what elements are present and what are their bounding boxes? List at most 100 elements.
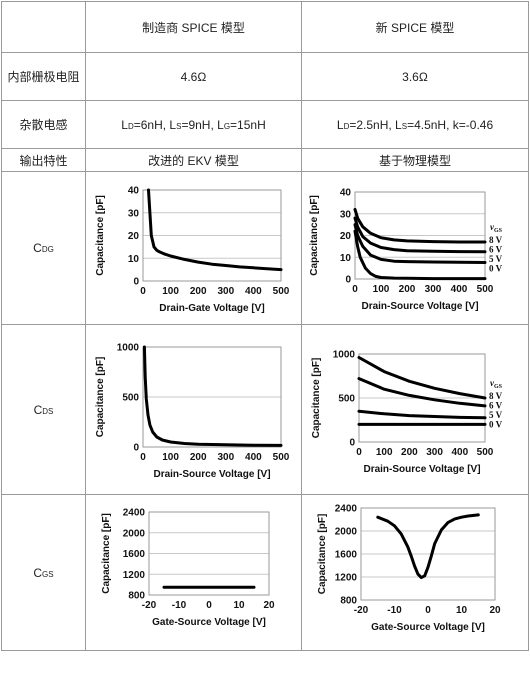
cds-manufacturer-x-axis-label: Drain-Source Voltage [V] (153, 469, 270, 480)
cdg-new-legend-title: vGS (490, 222, 503, 234)
cdg-new-series-line-6-v (353, 216, 487, 254)
stray-inductance-row: 杂散电感 LD=6nH, LS=9nH, LG=15nH LD=2.5nH, L… (1, 100, 529, 149)
cdg-new-y-tick-label: 10 (340, 253, 352, 264)
cds-new-y-tick-label: 1000 (333, 350, 356, 361)
cdg-new-series-line-5-v (353, 223, 487, 264)
cds-manufacturer-x-tick-label: 100 (162, 452, 179, 463)
stray-inductance-label: 杂散电感 (1, 100, 86, 149)
cdg-new-x-axis-label: Drain-Source Voltage [V] (361, 301, 478, 312)
cdg-new-series-line-8-v (353, 207, 487, 244)
gate-resistance-manufacturer: 4.6Ω (85, 52, 302, 101)
cds-manufacturer-x-tick-label: 200 (190, 452, 207, 463)
header-new-model: 新 SPICE 模型 (301, 1, 529, 53)
cds-new-legend-8-v: 8 V (489, 391, 503, 401)
cgs-manufacturer-x-tick-label: -10 (172, 600, 187, 611)
cds-new-x-axis-label: Drain-Source Voltage [V] (363, 464, 480, 475)
cds-new-x-tick-label: 100 (376, 447, 393, 458)
header-row: 制造商 SPICE 模型 新 SPICE 模型 (1, 1, 529, 53)
stray-inductance-new: LD=2.5nH, LS=4.5nH, k=-0.46 (301, 100, 529, 149)
cds-manufacturer-x-tick-label: 0 (140, 452, 146, 463)
cds-new-y-tick-label: 500 (338, 394, 355, 405)
cgs-manufacturer-x-tick-label: 20 (263, 600, 275, 611)
cdg-new-x-tick-label: 100 (373, 284, 390, 295)
cdg-new-x-tick-label: 0 (352, 284, 358, 295)
cdg-new-y-tick-label: 40 (340, 188, 352, 199)
cgs-new-y-tick-label: 2400 (335, 504, 358, 515)
cdg-manufacturer-x-tick-label: 100 (162, 286, 179, 297)
output-characteristic-manufacturer: 改进的 EKV 模型 (85, 148, 302, 172)
output-characteristic-new: 基于物理模型 (301, 148, 529, 172)
cgs-new-x-tick-label: -20 (354, 605, 369, 616)
cds-new-x-tick-label: 500 (477, 447, 494, 458)
cgs-manufacturer-y-tick-label: 2400 (123, 508, 146, 519)
cgs-new-series-line (376, 513, 480, 580)
cdg-manufacturer-x-tick-label: 0 (140, 286, 146, 297)
cds-manufacturer-x-tick-label: 300 (217, 452, 234, 463)
cdg-new-x-tick-label: 400 (451, 284, 468, 295)
cgs-manufacturer-plot-frame (148, 511, 270, 596)
cdg-new-y-tick-label: 30 (340, 209, 352, 220)
cds-new-x-tick-label: 300 (426, 447, 443, 458)
cds-new-series-line-5-v (357, 409, 487, 420)
cdg-new-x-tick-label: 200 (399, 284, 416, 295)
output-characteristic-row: 输出特性 改进的 EKV 模型 基于物理模型 (1, 148, 529, 172)
cgs-manufacturer-y-axis-label: Capacitance [pF] (101, 513, 112, 594)
cds-new-x-tick-label: 0 (356, 447, 362, 458)
gate-resistance-label: 内部栅极电阻 (1, 52, 86, 101)
cds-manufacturer-cell: 0 500 1000 0 100 200 300 400 500 Drain-Source Vol… (85, 324, 302, 495)
cdg-row: CDG 0 10 20 30 40 0 100 200 300 400 500 Drain-Gate … (1, 171, 529, 325)
cdg-new-y-axis-label: Capacitance [pF] (309, 195, 320, 276)
cdg-manufacturer-series-line (147, 188, 283, 272)
cgs-label: CGS (1, 494, 86, 651)
cdg-manufacturer-y-tick-label: 30 (128, 208, 140, 219)
cds-new-x-tick-label: 200 (401, 447, 418, 458)
cgs-manufacturer-y-tick-label: 800 (128, 591, 145, 602)
cgs-new-x-tick-label: -10 (387, 605, 402, 616)
cgs-manufacturer-y-tick-label: 1200 (123, 570, 146, 581)
cds-manufacturer-y-axis-label: Capacitance [pF] (95, 357, 106, 438)
cdg-manufacturer-x-tick-label: 500 (273, 286, 290, 297)
cds-new-cell: 0 500 1000 0 100 200 300 400 500 Drain-Source Vol… (301, 324, 529, 495)
cgs-row: CGS 800 1200 1600 2000 2400 -20 -10 0 10 20 Gate-S… (1, 494, 529, 651)
cdg-new-series-line-0-v (353, 229, 487, 281)
cds-manufacturer-x-tick-label: 400 (245, 452, 262, 463)
cds-row: CDS 0 500 1000 0 100 200 300 400 500 Drain-Source… (1, 324, 529, 495)
cds-new-x-tick-label: 400 (451, 447, 468, 458)
cds-new-series-line-8-v (357, 356, 487, 400)
cdg-manufacturer-x-axis-label: Drain-Gate Voltage [V] (159, 303, 264, 314)
cds-new-legend-6-v: 6 V (489, 401, 503, 411)
header-manufacturer-model: 制造商 SPICE 模型 (85, 1, 302, 53)
cgs-manufacturer-x-tick-label: 10 (233, 600, 245, 611)
cgs-manufacturer-y-tick-label: 1600 (123, 549, 146, 560)
cdg-manufacturer-y-tick-label: 20 (128, 231, 140, 242)
comparison-table: 制造商 SPICE 模型 新 SPICE 模型 内部栅极电阻 4.6Ω 3.6Ω… (1, 1, 529, 651)
cdg-new-x-tick-label: 300 (425, 284, 442, 295)
cgs-new-x-tick-label: 10 (456, 605, 468, 616)
cdg-manufacturer-x-tick-label: 300 (217, 286, 234, 297)
cds-manufacturer-y-tick-label: 0 (133, 443, 139, 454)
cgs-manufacturer-cell: 800 1200 1600 2000 2400 -20 -10 0 10 20 Gate-Sourc… (85, 494, 302, 651)
cdg-manufacturer-x-tick-label: 400 (245, 286, 262, 297)
cgs-new-y-axis-label: Capacitance [pF] (317, 514, 328, 595)
cds-new-chart: 0 500 1000 0 100 200 300 400 500 Drain-Source Vol… (311, 350, 503, 476)
cdg-manufacturer-y-tick-label: 10 (128, 254, 140, 265)
cdg-new-legend-0-v: 0 V (489, 264, 503, 274)
cds-manufacturer-plot-frame (142, 346, 282, 448)
cgs-new-y-tick-label: 2000 (335, 527, 358, 538)
cgs-new-y-tick-label: 800 (340, 596, 357, 607)
cgs-manufacturer-x-tick-label: 0 (206, 600, 212, 611)
cgs-new-y-tick-label: 1200 (335, 573, 358, 584)
cgs-new-y-tick-label: 1600 (335, 550, 358, 561)
cgs-new-plot-frame (360, 507, 496, 601)
cdg-manufacturer-cell: 0 10 20 30 40 0 100 200 300 400 500 Drain-Gate Volt… (85, 171, 302, 325)
cdg-manufacturer-plot-frame (142, 189, 282, 282)
cds-new-y-tick-label: 0 (349, 438, 355, 449)
cgs-manufacturer-x-axis-label: Gate-Source Voltage [V] (152, 617, 266, 628)
cgs-manufacturer-x-tick-label: -20 (142, 600, 157, 611)
cdg-manufacturer-y-tick-label: 40 (128, 186, 140, 197)
cdg-manufacturer-x-tick-label: 200 (190, 286, 207, 297)
stray-inductance-manufacturer: LD=6nH, LS=9nH, LG=15nH (85, 100, 302, 149)
cgs-new-x-axis-label: Gate-Source Voltage [V] (371, 622, 485, 633)
cds-new-legend-0-v: 0 V (489, 420, 503, 430)
